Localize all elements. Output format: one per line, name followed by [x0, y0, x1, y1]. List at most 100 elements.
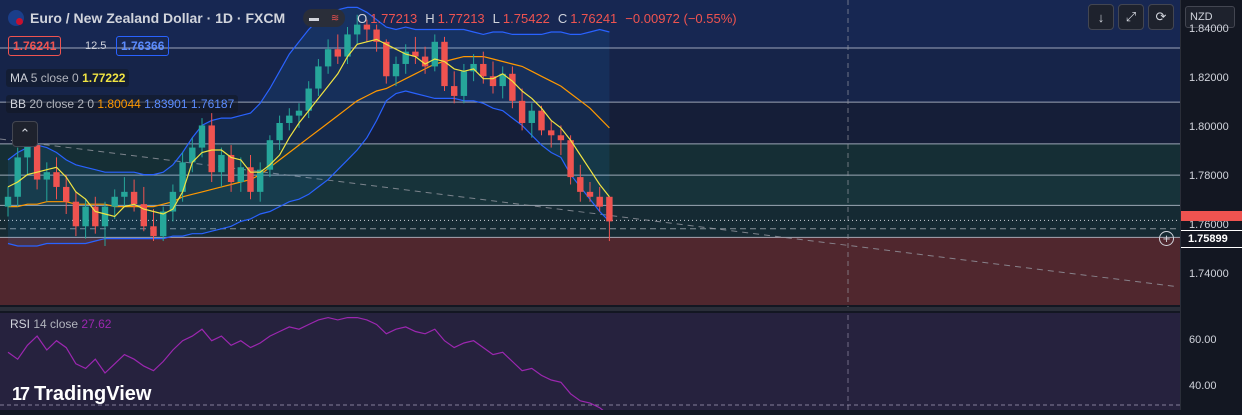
high-label: H: [425, 10, 435, 26]
bb-upper-line: [7, 6, 610, 176]
candle-body: [92, 206, 99, 227]
price-axis[interactable]: NZD 1.84000 1.82000 1.80000 1.78000 1.76000 1…: [1180, 0, 1242, 410]
low-label: L: [492, 10, 500, 26]
bb-params: 20 close 2 0: [29, 97, 95, 111]
chart-area[interactable]: [0, 0, 1180, 415]
candle-body: [286, 115, 293, 123]
candle-body: [596, 196, 603, 207]
rsi-tick-label: 40.00: [1189, 379, 1217, 392]
rsi-label: RSI: [10, 317, 31, 331]
candle-body: [470, 63, 477, 72]
chevron-up-icon: ⌃: [19, 126, 31, 141]
logo-text: TradingView: [34, 383, 152, 405]
current-price-tag: 1.75899: [1181, 230, 1242, 248]
ma-line: [7, 38, 610, 218]
candle-body: [72, 201, 80, 227]
candle-body: [160, 211, 167, 237]
bb-legend[interactable]: BB 20 close 2 0 1.80044 1.83901 1.76187: [6, 95, 239, 113]
fullscreen-button[interactable]: ⤢: [1118, 4, 1144, 30]
bollinger-bands: [7, 6, 610, 247]
candle-body: [305, 88, 312, 111]
change-value: −0.00972 (−0.55%): [625, 10, 737, 26]
bid-price-box[interactable]: 1.76241: [8, 36, 62, 56]
candle-body: [499, 73, 506, 87]
candle-body: [383, 41, 390, 77]
candle-body: [198, 125, 206, 148]
candles: [4, 14, 613, 246]
rsi-line: [7, 316, 610, 415]
ohlc-readout: O 1.77213 H 1.77213 L 1.75422 C 1.76241 −0.0…: [357, 11, 736, 26]
candle-body: [257, 169, 264, 192]
arrow-down-icon: ↓: [1097, 9, 1105, 25]
close-label: C: [557, 10, 568, 26]
level-band: [0, 205, 1180, 238]
candle-body: [14, 157, 21, 197]
candle-body: [460, 71, 468, 96]
price-tick-label: 1.84000: [1189, 22, 1229, 35]
scroll-down-button[interactable]: ↓: [1088, 4, 1114, 30]
candle-body: [480, 63, 487, 77]
candle-body: [606, 196, 613, 222]
candle-body: [577, 177, 584, 192]
symbol-title[interactable]: Euro / New Zealand Dollar · 1D · FXCM: [30, 10, 286, 26]
candle-body: [179, 162, 186, 192]
candle-body: [4, 196, 12, 207]
currency-label: NZD: [1190, 11, 1213, 23]
bb-lower-line: [7, 90, 610, 247]
rsi-legend[interactable]: RSI 14 close 27.62: [6, 315, 115, 333]
price-tick-label: 1.74000: [1189, 268, 1229, 281]
low-value: 1.75422: [502, 10, 550, 26]
candle-body: [33, 145, 41, 180]
price-chart[interactable]: [0, 0, 1180, 415]
expand-icon: ⤢: [1125, 9, 1137, 24]
candle-body: [295, 110, 303, 116]
rsi-params: 14 close: [33, 317, 79, 331]
ma-value: 1.77222: [82, 71, 126, 85]
spread-value: 12.5: [85, 40, 107, 52]
price-tick-label: 1.78000: [1189, 170, 1229, 183]
tradingview-logo[interactable]: 17 TradingView: [12, 383, 151, 406]
candle-body: [354, 24, 361, 35]
band-top: [0, 0, 1180, 48]
candle-body: [402, 51, 409, 64]
bid-price: 1.76241: [13, 39, 57, 53]
wave-icon: ≋: [330, 12, 340, 24]
plus-icon: +: [1162, 231, 1171, 246]
add-alert-button[interactable]: +: [1159, 231, 1174, 246]
bb-basis-line: [8, 55, 610, 208]
candle-body: [247, 167, 254, 192]
candle-body: [538, 110, 545, 131]
last-price-marker: [1181, 211, 1242, 222]
candle-body: [227, 154, 235, 183]
candle-body: [363, 24, 371, 30]
candle-body: [237, 167, 244, 183]
candle-body: [344, 34, 351, 57]
candle-body: [169, 191, 177, 212]
candle-body: [509, 73, 516, 101]
rsi-pane: [0, 307, 1180, 415]
candle-body: [218, 154, 225, 173]
price-tick-label: 1.80000: [1189, 120, 1229, 133]
candle-body: [392, 63, 400, 77]
reload-button[interactable]: ⟳: [1148, 4, 1174, 30]
currency-selector[interactable]: NZD: [1185, 6, 1235, 28]
candle-body: [82, 206, 89, 227]
candle-body: [334, 49, 341, 57]
grid: [0, 0, 1180, 410]
candle-body: [63, 186, 70, 202]
ma-params: 5 close 0: [30, 71, 79, 85]
candle-body: [373, 29, 380, 42]
ask-price-box[interactable]: 1.76366: [116, 36, 170, 56]
ma-legend[interactable]: MA 5 close 0 1.77222: [6, 69, 130, 87]
candle-body: [266, 140, 274, 170]
visibility-toggle[interactable]: ▬ ≋: [303, 9, 346, 27]
candle-body: [140, 204, 147, 227]
price-tick-label: 1.76000: [1189, 219, 1229, 232]
band-bottom: [0, 237, 1180, 305]
candle-body: [276, 122, 283, 141]
candle-body: [43, 172, 50, 180]
rsi-background: [0, 313, 1180, 410]
flag-icon: [8, 10, 24, 26]
bb-fill: [8, 7, 610, 247]
collapse-legend-button[interactable]: ⌃: [12, 121, 38, 147]
